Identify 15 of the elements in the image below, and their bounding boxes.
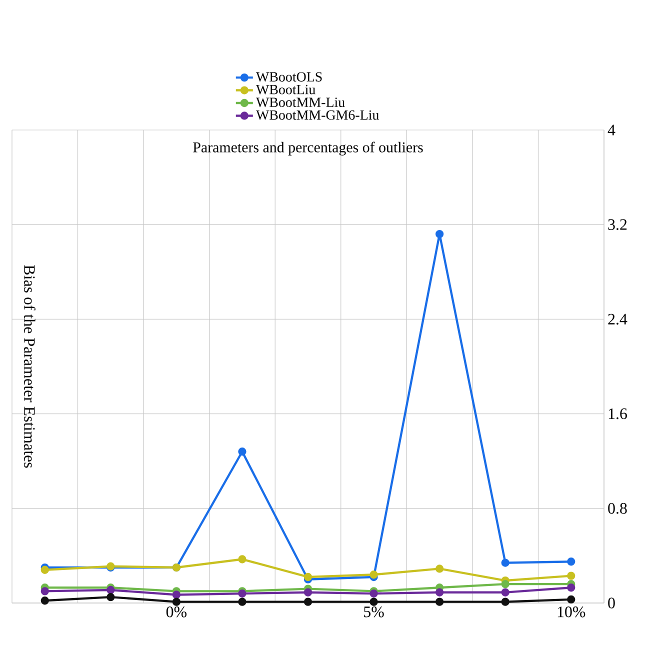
y-tick-label: 1.6 <box>608 408 627 420</box>
y-axis-title: Bias of the Parameter Estimates <box>24 265 36 468</box>
y-tick-label: 2.4 <box>608 314 628 325</box>
x-tick-label: 5% <box>364 606 384 618</box>
x-tick-label: 10% <box>558 606 586 618</box>
legend-label: WBootLiu <box>256 84 316 94</box>
legend-label: WBootOLS <box>256 72 322 82</box>
y-tick-label: 0 <box>608 598 615 608</box>
y-tick-label: 3.2 <box>608 219 627 230</box>
legend-label: WBootMM-GM6-Liu <box>256 110 379 120</box>
y-tick-label: 4 <box>608 124 616 136</box>
text: Parameters and percentages of outliers <box>193 142 423 156</box>
x-tick-label: 0% <box>166 606 187 618</box>
y-tick-label: 0.8 <box>608 502 627 514</box>
legend-label: WBootMM-Liu <box>256 98 345 108</box>
